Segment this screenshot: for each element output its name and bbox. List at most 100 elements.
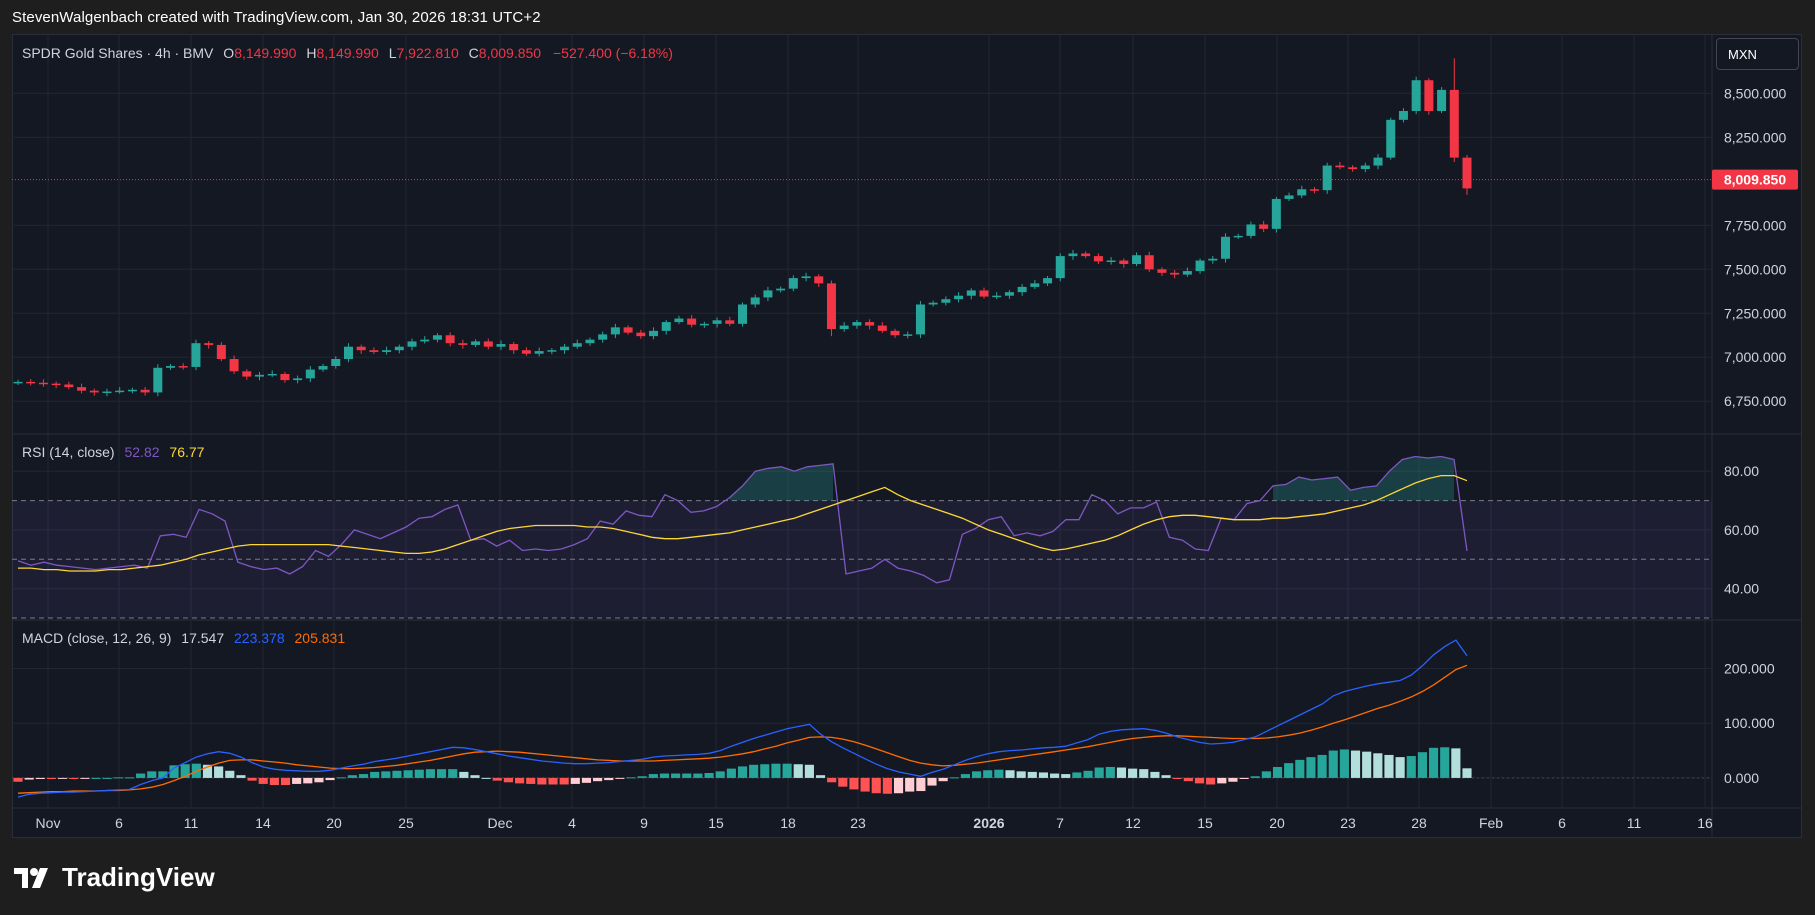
candle-body xyxy=(343,346,353,360)
macd-histogram-bar xyxy=(559,777,569,785)
macd-histogram-bar xyxy=(69,777,79,780)
candle-body xyxy=(331,359,341,367)
symbol-title[interactable]: SPDR Gold Shares · 4h · BMV xyxy=(22,45,214,61)
x-tick-label: 15 xyxy=(1197,815,1213,831)
candle-body xyxy=(509,344,519,351)
macd-histogram-bar xyxy=(80,777,90,779)
macd-histogram-bar xyxy=(113,777,123,779)
candle-body xyxy=(839,325,849,330)
candle-body xyxy=(64,384,74,388)
x-tick-label: 20 xyxy=(326,815,342,831)
candle-body xyxy=(954,295,964,300)
candle-body xyxy=(242,371,252,377)
candle-body xyxy=(750,297,760,305)
candle-body xyxy=(115,390,125,393)
candle-body xyxy=(966,290,976,296)
macd-histogram-bar xyxy=(1139,769,1149,778)
x-tick-label: 14 xyxy=(255,815,271,831)
macd-histogram-bar xyxy=(905,777,915,792)
candle-body xyxy=(801,276,811,279)
candle-body xyxy=(610,327,620,335)
macd-histogram-bar xyxy=(994,769,1004,778)
macd-histogram-bar xyxy=(849,777,859,790)
currency-button[interactable]: MXN xyxy=(1716,38,1799,70)
macd-histogram-bar xyxy=(124,777,135,779)
last-price-label: 8,009.850 xyxy=(1724,172,1786,188)
macd-histogram-bar xyxy=(1284,763,1294,778)
macd-y-tick-label: 100.000 xyxy=(1724,715,1775,731)
macd-histogram-bar xyxy=(1373,753,1383,778)
x-tick-label: 6 xyxy=(115,815,123,831)
macd-histogram-bar xyxy=(1328,750,1338,778)
candle-body xyxy=(1271,198,1281,229)
candle-body xyxy=(178,366,188,368)
macd-histogram-bar xyxy=(927,777,937,786)
macd-histogram-bar xyxy=(971,771,982,778)
macd-histogram-bar xyxy=(1239,777,1249,780)
macd-histogram-bar xyxy=(1417,752,1427,778)
candle-body xyxy=(38,382,48,385)
candle-body xyxy=(1043,278,1053,284)
candle-body xyxy=(1221,236,1230,259)
candle-body xyxy=(407,341,417,347)
macd-histogram-bar xyxy=(726,768,736,778)
candle-body xyxy=(153,367,163,393)
candle-body xyxy=(305,369,315,379)
price-y-tick-label: 7,250.000 xyxy=(1724,305,1786,321)
x-tick-label: 7 xyxy=(1056,815,1064,831)
macd-histogram-bar xyxy=(214,766,224,778)
macd-histogram-bar xyxy=(615,777,625,779)
macd-histogram-bar xyxy=(737,766,748,778)
candle-body xyxy=(649,330,659,337)
rsi-y-tick-label: 60.00 xyxy=(1724,522,1759,538)
macd-histogram-bar xyxy=(983,770,993,778)
macd-histogram-bar xyxy=(1105,766,1115,778)
candle-body xyxy=(471,341,481,345)
macd-histogram-bar xyxy=(1350,750,1361,778)
candle-body xyxy=(1157,269,1167,273)
macd-histogram-bar xyxy=(1217,777,1227,784)
macd-histogram-bar xyxy=(280,777,291,786)
candle-body xyxy=(1437,89,1447,112)
candle-body xyxy=(623,327,633,333)
macd-histogram-bar xyxy=(648,774,658,778)
macd-histogram-bar xyxy=(626,777,636,779)
candle-body xyxy=(725,320,735,324)
rsi-label[interactable]: RSI (14, close) xyxy=(22,444,115,460)
rsi-y-tick-label: 80.00 xyxy=(1724,463,1759,479)
candle-body xyxy=(992,295,1002,298)
candle-body xyxy=(572,343,582,347)
macd-histogram-bar xyxy=(1250,776,1260,778)
macd-histogram-bar xyxy=(860,777,870,792)
macd-histogram-bar xyxy=(46,777,57,780)
macd-histogram-bar xyxy=(1050,773,1060,778)
macd-histogram-bar xyxy=(236,775,246,778)
macd-label[interactable]: MACD (close, 12, 26, 9) xyxy=(22,630,172,646)
candle-body xyxy=(1348,167,1358,170)
candle-body xyxy=(1297,189,1307,196)
macd-histogram-bar xyxy=(793,764,803,778)
macd-histogram-bar xyxy=(169,765,179,778)
x-tick-label: 11 xyxy=(184,815,199,831)
candle-body xyxy=(382,350,392,352)
brand-name: TradingView xyxy=(62,862,215,892)
macd-histogram-bar xyxy=(1317,754,1327,778)
macd-histogram-bar xyxy=(760,764,770,778)
candle-body xyxy=(432,335,442,340)
price-y-tick-label: 7,500.000 xyxy=(1724,261,1786,277)
macd-histogram-bar xyxy=(548,777,558,785)
candle-body xyxy=(1081,253,1091,257)
macd-histogram-bar xyxy=(336,777,346,779)
macd-histogram-bar xyxy=(325,777,335,781)
candle-body xyxy=(712,320,722,324)
macd-histogram-bar xyxy=(1005,770,1015,778)
macd-histogram-bar xyxy=(358,774,369,778)
candle-body xyxy=(1093,256,1103,262)
candle-body xyxy=(1411,80,1421,112)
macd-histogram-bar xyxy=(470,775,480,778)
macd-hist-value: 17.547 xyxy=(181,630,225,646)
candle-body xyxy=(560,346,570,351)
macd-histogram-bar xyxy=(492,777,502,781)
rsi-y-tick-label: 40.00 xyxy=(1724,581,1759,597)
